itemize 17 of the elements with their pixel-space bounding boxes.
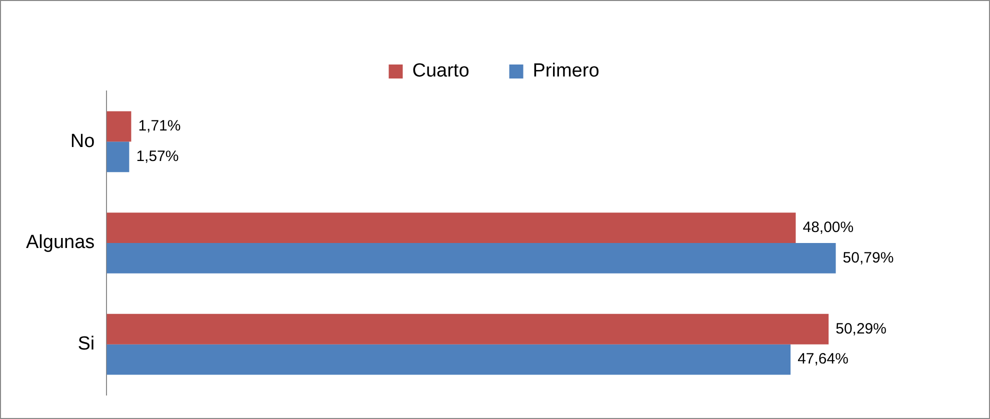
y-tick-label: No — [70, 130, 95, 152]
bar — [106, 111, 132, 142]
y-tick-label: Si — [78, 334, 95, 355]
data-label: 48,00% — [802, 218, 854, 236]
data-label: 1,71% — [138, 118, 181, 135]
data-label: 50,29% — [836, 320, 886, 338]
legend-label: Cuarto — [412, 60, 470, 82]
bar — [106, 212, 796, 243]
data-label: 1,57% — [136, 148, 179, 166]
bar — [106, 344, 791, 375]
bar — [106, 314, 829, 344]
data-label: 47,64% — [798, 350, 848, 368]
bar — [106, 243, 836, 274]
legend-label: Primero — [532, 60, 600, 82]
bar — [106, 142, 130, 172]
y-tick-label: Algunas — [26, 232, 95, 254]
data-label: 50,79% — [842, 249, 894, 266]
